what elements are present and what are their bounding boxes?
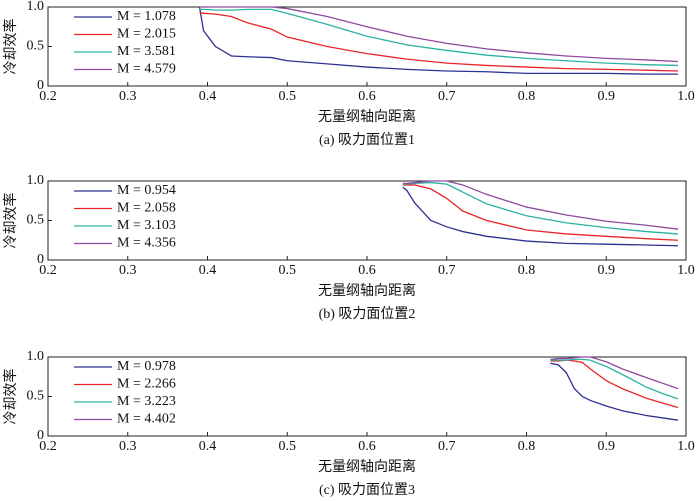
y-tick-label: 0 (37, 78, 44, 93)
y-tick-label: 0.5 (27, 39, 45, 54)
x-tick-label: 0.4 (199, 439, 217, 454)
legend-label: M = 3.103 (117, 218, 176, 233)
series-line (402, 186, 679, 247)
legend-label: M = 4.356 (117, 236, 176, 251)
y-axis-label: 冷却效率 (2, 369, 19, 425)
x-tick-label: 0.3 (119, 263, 137, 278)
series-line (402, 180, 679, 230)
x-tick-label: 0.6 (358, 263, 376, 278)
legend-label: M = 4.402 (117, 412, 176, 427)
series-line (199, 6, 679, 63)
x-tick-label: 0.5 (279, 439, 297, 454)
x-tick-label: 0.2 (39, 89, 57, 104)
legend-label: M = 3.223 (117, 394, 176, 409)
series-line (550, 356, 679, 390)
legend-label: M = 0.954 (117, 183, 176, 198)
x-tick-label: 0.5 (279, 263, 297, 278)
y-tick-label: 0 (37, 428, 44, 443)
series-line (550, 359, 679, 409)
x-tick-label: 0.9 (598, 439, 616, 454)
series-line (402, 181, 679, 235)
x-tick-label: 1.0 (677, 263, 695, 278)
legend-label: M = 1.078 (117, 9, 176, 24)
y-tick-label: 1.0 (27, 173, 45, 188)
series-line (550, 358, 679, 400)
y-axis-label: 冷却效率 (2, 19, 19, 75)
x-tick-label: 0.7 (438, 439, 456, 454)
series-line (550, 362, 679, 421)
x-tick-label: 0.8 (518, 89, 536, 104)
x-axis-label: 无量纲轴向距离 (318, 282, 416, 299)
series-line (199, 8, 679, 67)
x-tick-label: 0.6 (358, 89, 376, 104)
y-tick-label: 0.5 (27, 213, 45, 228)
caption: (a) 吸力面位置1 (319, 132, 415, 148)
y-tick-label: 0 (37, 252, 44, 267)
legend-label: M = 2.266 (117, 377, 176, 392)
x-tick-label: 1.0 (677, 89, 695, 104)
y-tick-label: 1.0 (27, 0, 45, 14)
y-axis-label: 冷却效率 (2, 193, 19, 249)
series-line (198, 6, 679, 75)
caption: (c) 吸力面位置3 (319, 482, 415, 498)
series-line (199, 11, 679, 72)
y-tick-label: 0.5 (27, 389, 45, 404)
x-axis-label: 无量纲轴向距离 (318, 458, 416, 475)
series-line (402, 184, 679, 241)
x-tick-label: 0.4 (199, 263, 217, 278)
caption: (b) 吸力面位置2 (319, 306, 416, 322)
x-tick-label: 0.4 (199, 89, 217, 104)
x-axis-label: 无量纲轴向距离 (318, 108, 416, 125)
x-tick-label: 0.2 (39, 263, 57, 278)
legend-label: M = 2.058 (117, 201, 176, 216)
x-tick-label: 0.7 (438, 263, 456, 278)
x-tick-label: 0.9 (598, 263, 616, 278)
legend-label: M = 4.579 (117, 62, 176, 77)
x-tick-label: 0.6 (358, 439, 376, 454)
x-tick-label: 0.8 (518, 439, 536, 454)
y-tick-label: 1.0 (27, 349, 45, 364)
x-tick-label: 0.8 (518, 263, 536, 278)
x-tick-label: 0.9 (598, 89, 616, 104)
x-tick-label: 0.3 (119, 439, 137, 454)
legend-label: M = 2.015 (117, 27, 176, 42)
x-tick-label: 0.2 (39, 439, 57, 454)
x-tick-label: 0.5 (279, 89, 297, 104)
x-tick-label: 0.3 (119, 89, 137, 104)
legend-label: M = 0.978 (117, 359, 176, 374)
x-tick-label: 0.7 (438, 89, 456, 104)
legend-label: M = 3.581 (117, 44, 176, 59)
x-tick-label: 1.0 (677, 439, 695, 454)
